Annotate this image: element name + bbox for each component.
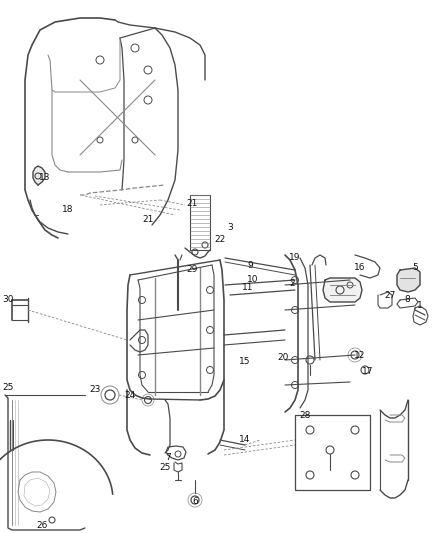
Text: 11: 11 bbox=[242, 284, 254, 293]
Text: 21: 21 bbox=[186, 198, 198, 207]
Text: 2: 2 bbox=[289, 279, 295, 287]
Text: 5: 5 bbox=[412, 263, 418, 272]
Text: 25: 25 bbox=[2, 384, 14, 392]
Text: 10: 10 bbox=[247, 276, 259, 285]
Text: 17: 17 bbox=[362, 367, 374, 376]
Text: 7: 7 bbox=[165, 454, 171, 463]
Text: 24: 24 bbox=[124, 391, 136, 400]
Text: 21: 21 bbox=[142, 215, 154, 224]
Text: 29: 29 bbox=[186, 265, 198, 274]
Text: 18: 18 bbox=[62, 206, 74, 214]
Text: 15: 15 bbox=[239, 358, 251, 367]
Text: 30: 30 bbox=[2, 295, 14, 304]
Text: 20: 20 bbox=[277, 352, 289, 361]
Text: 19: 19 bbox=[289, 254, 301, 262]
Text: 23: 23 bbox=[89, 385, 101, 394]
Text: 27: 27 bbox=[384, 290, 396, 300]
Text: 26: 26 bbox=[36, 521, 48, 529]
Polygon shape bbox=[323, 278, 362, 302]
Text: 13: 13 bbox=[39, 174, 51, 182]
Text: 14: 14 bbox=[239, 435, 251, 445]
Polygon shape bbox=[33, 166, 45, 185]
Text: 22: 22 bbox=[214, 236, 226, 245]
Text: 9: 9 bbox=[247, 261, 253, 270]
Text: 28: 28 bbox=[299, 410, 311, 419]
Text: 6: 6 bbox=[192, 497, 198, 506]
Bar bbox=[190, 195, 210, 250]
Text: 12: 12 bbox=[354, 351, 366, 360]
Polygon shape bbox=[397, 268, 420, 292]
Text: 16: 16 bbox=[354, 263, 366, 272]
Text: 8: 8 bbox=[404, 295, 410, 304]
Text: 1: 1 bbox=[417, 301, 423, 310]
Text: 25: 25 bbox=[159, 464, 171, 472]
Text: 3: 3 bbox=[227, 223, 233, 232]
